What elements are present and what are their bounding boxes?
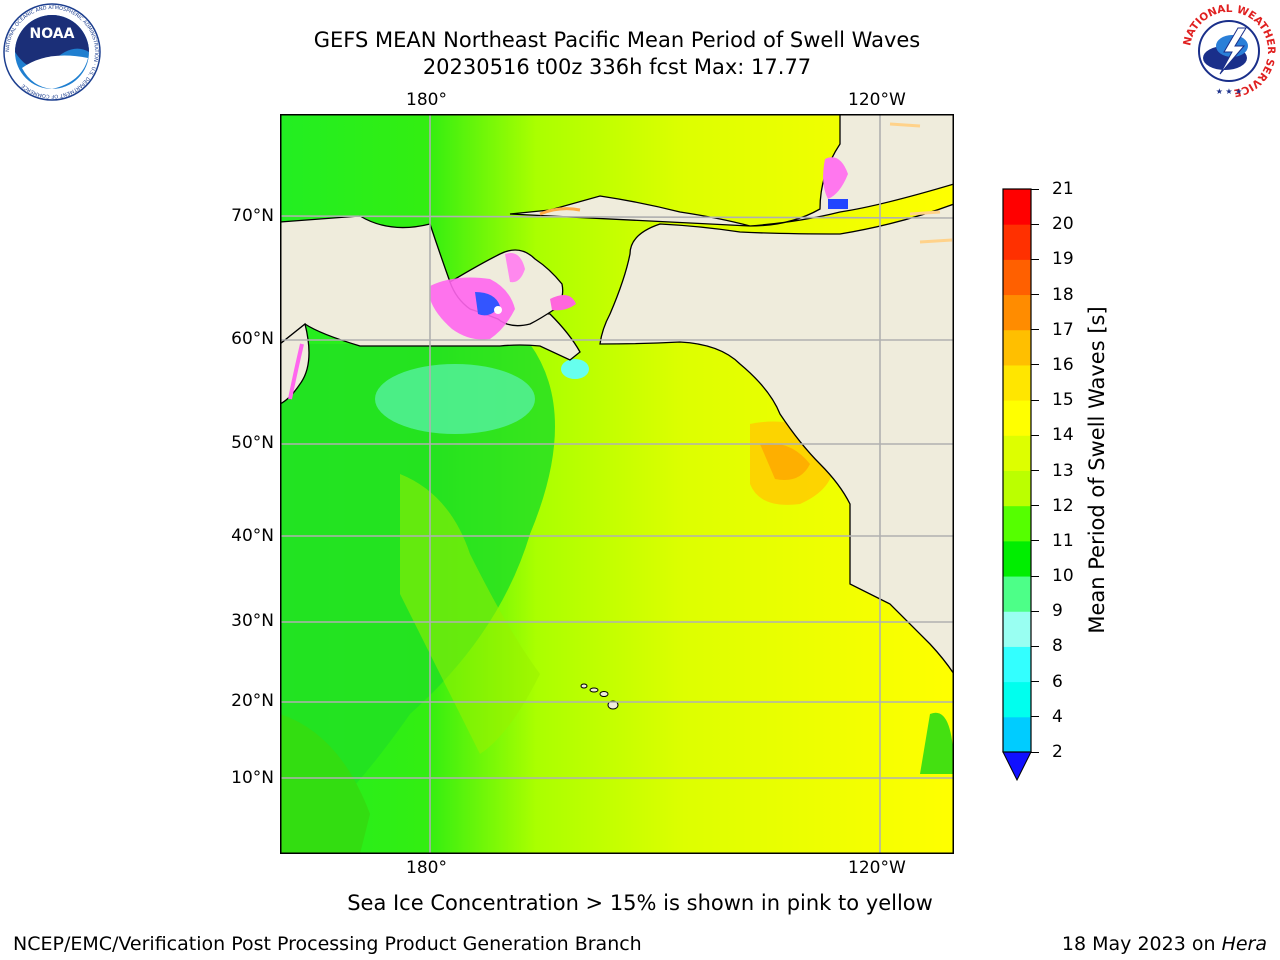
sea-ice-overlay bbox=[288, 122, 953, 400]
colorbar-tick-label: 10 bbox=[1052, 566, 1074, 587]
colorbar-tick-mark bbox=[1031, 258, 1039, 260]
south-green-region bbox=[280, 714, 370, 854]
mid-period-region bbox=[400, 474, 540, 754]
colorbar-box bbox=[1003, 224, 1031, 260]
date-text: 18 May 2023 on Hera bbox=[1061, 933, 1267, 955]
colorbar-tick-mark bbox=[1031, 610, 1039, 612]
colorbar-box bbox=[1003, 505, 1031, 542]
nws-logo: NATIONAL WEATHER SERVICE ★ ★ ★ bbox=[1181, 3, 1277, 99]
colorbar-tick-label: 13 bbox=[1052, 460, 1074, 481]
lat-label-20n: 20°N bbox=[231, 691, 274, 711]
colorbar-tick-label: 11 bbox=[1052, 530, 1074, 551]
colorbar-box bbox=[1003, 540, 1031, 577]
colorbar-box bbox=[1003, 364, 1031, 401]
colorbar-tick-label: 8 bbox=[1052, 636, 1063, 657]
east-green-patch bbox=[920, 712, 954, 774]
colorbar-tick-label: 17 bbox=[1052, 319, 1074, 340]
colorbar-box bbox=[1003, 259, 1031, 296]
lat-label-30n: 30°N bbox=[231, 611, 274, 631]
colorbar bbox=[1002, 188, 1032, 782]
colorbar-tick-label: 4 bbox=[1052, 706, 1063, 727]
colorbar-tick-mark bbox=[1031, 470, 1039, 471]
top-lon-label-180: 180° bbox=[406, 90, 447, 110]
lat-label-70n: 70°N bbox=[231, 206, 274, 226]
north-america-land bbox=[509, 114, 954, 676]
colorbar-tick-mark bbox=[1031, 751, 1039, 753]
colorbar-box bbox=[1003, 435, 1031, 471]
colorbar-tick-label: 14 bbox=[1052, 425, 1074, 446]
colorbar-box bbox=[1003, 681, 1031, 718]
colorbar-tick-label: 9 bbox=[1052, 601, 1063, 622]
colorbar-title: Mean Period of Swell Waves [s] bbox=[1085, 306, 1109, 634]
colorbar-tick-label: 19 bbox=[1052, 249, 1074, 270]
map-subtitle: 20230516 t00z 336h fcst Max: 17.77 bbox=[422, 55, 812, 79]
colorbar-box bbox=[1003, 329, 1031, 366]
colorbar-tick-mark bbox=[1031, 575, 1039, 577]
colorbar-tick-label: 6 bbox=[1052, 671, 1063, 692]
colorbar-tick-mark bbox=[1031, 188, 1039, 190]
map-title: GEFS MEAN Northeast Pacific Mean Period … bbox=[313, 28, 921, 52]
colorbar-tick-mark bbox=[1031, 294, 1039, 296]
colorbar-tick-mark bbox=[1031, 716, 1039, 718]
sea-ice-note: Sea Ice Concentration > 15% is shown in … bbox=[347, 891, 933, 915]
credit-text: NCEP/EMC/Verification Post Processing Pr… bbox=[13, 933, 642, 955]
bottom-lon-label-180: 180° bbox=[406, 858, 447, 878]
colorbar-tick-label: 18 bbox=[1052, 284, 1074, 305]
colorbar-tick-mark bbox=[1031, 645, 1039, 647]
colorbar-tick-mark bbox=[1031, 329, 1039, 331]
colorbar-tick-mark bbox=[1031, 364, 1039, 366]
colorbar-extend-triangle bbox=[1002, 751, 1032, 782]
colorbar-tick-label: 20 bbox=[1052, 214, 1074, 235]
colorbar-tick-mark bbox=[1031, 505, 1039, 507]
lat-label-50n: 50°N bbox=[231, 433, 274, 453]
lat-label-60n: 60°N bbox=[231, 329, 274, 349]
colorbar-box bbox=[1003, 294, 1031, 331]
colorbar-box bbox=[1003, 716, 1031, 753]
colorbar-tick-label: 12 bbox=[1052, 495, 1074, 516]
colorbar-box bbox=[1003, 189, 1031, 225]
map-gridlines bbox=[280, 114, 954, 854]
colorbar-box bbox=[1003, 400, 1031, 436]
noaa-logo-text: NOAA bbox=[30, 26, 75, 42]
gulf-cyan-patch bbox=[561, 359, 589, 379]
colorbar-tick-mark bbox=[1031, 223, 1039, 225]
lat-label-40n: 40°N bbox=[231, 526, 274, 546]
colorbar-tick-label: 21 bbox=[1052, 179, 1074, 199]
colorbar-box bbox=[1003, 470, 1031, 507]
lat-label-10n: 10°N bbox=[231, 768, 274, 788]
colorbar-tick-mark bbox=[1031, 540, 1039, 542]
colorbar-tick-mark bbox=[1031, 681, 1039, 683]
colorbar-tick-label: 15 bbox=[1052, 390, 1074, 411]
colorbar-tick-label: 2 bbox=[1052, 742, 1063, 762]
colorbar-box bbox=[1003, 646, 1031, 683]
hawaii-islands bbox=[580, 683, 619, 710]
svg-text:★ ★ ★: ★ ★ ★ bbox=[1216, 87, 1243, 96]
top-lon-label-120w: 120°W bbox=[848, 90, 906, 110]
bottom-lon-label-120w: 120°W bbox=[848, 858, 906, 878]
colorbar-box bbox=[1003, 576, 1031, 612]
long-period-patch-2 bbox=[760, 443, 810, 480]
bering-light-region bbox=[375, 364, 535, 434]
colorbar-tick-label: 16 bbox=[1052, 354, 1074, 375]
swell-period-map bbox=[280, 114, 954, 854]
machine-name: Hera bbox=[1221, 933, 1267, 955]
noaa-logo: NOAA NATIONAL OCEANIC AND ATMOSPHERIC AD… bbox=[3, 3, 101, 101]
colorbar-tick-mark bbox=[1031, 434, 1039, 436]
colorbar-tick-mark bbox=[1031, 399, 1039, 401]
colorbar-box bbox=[1003, 611, 1031, 647]
